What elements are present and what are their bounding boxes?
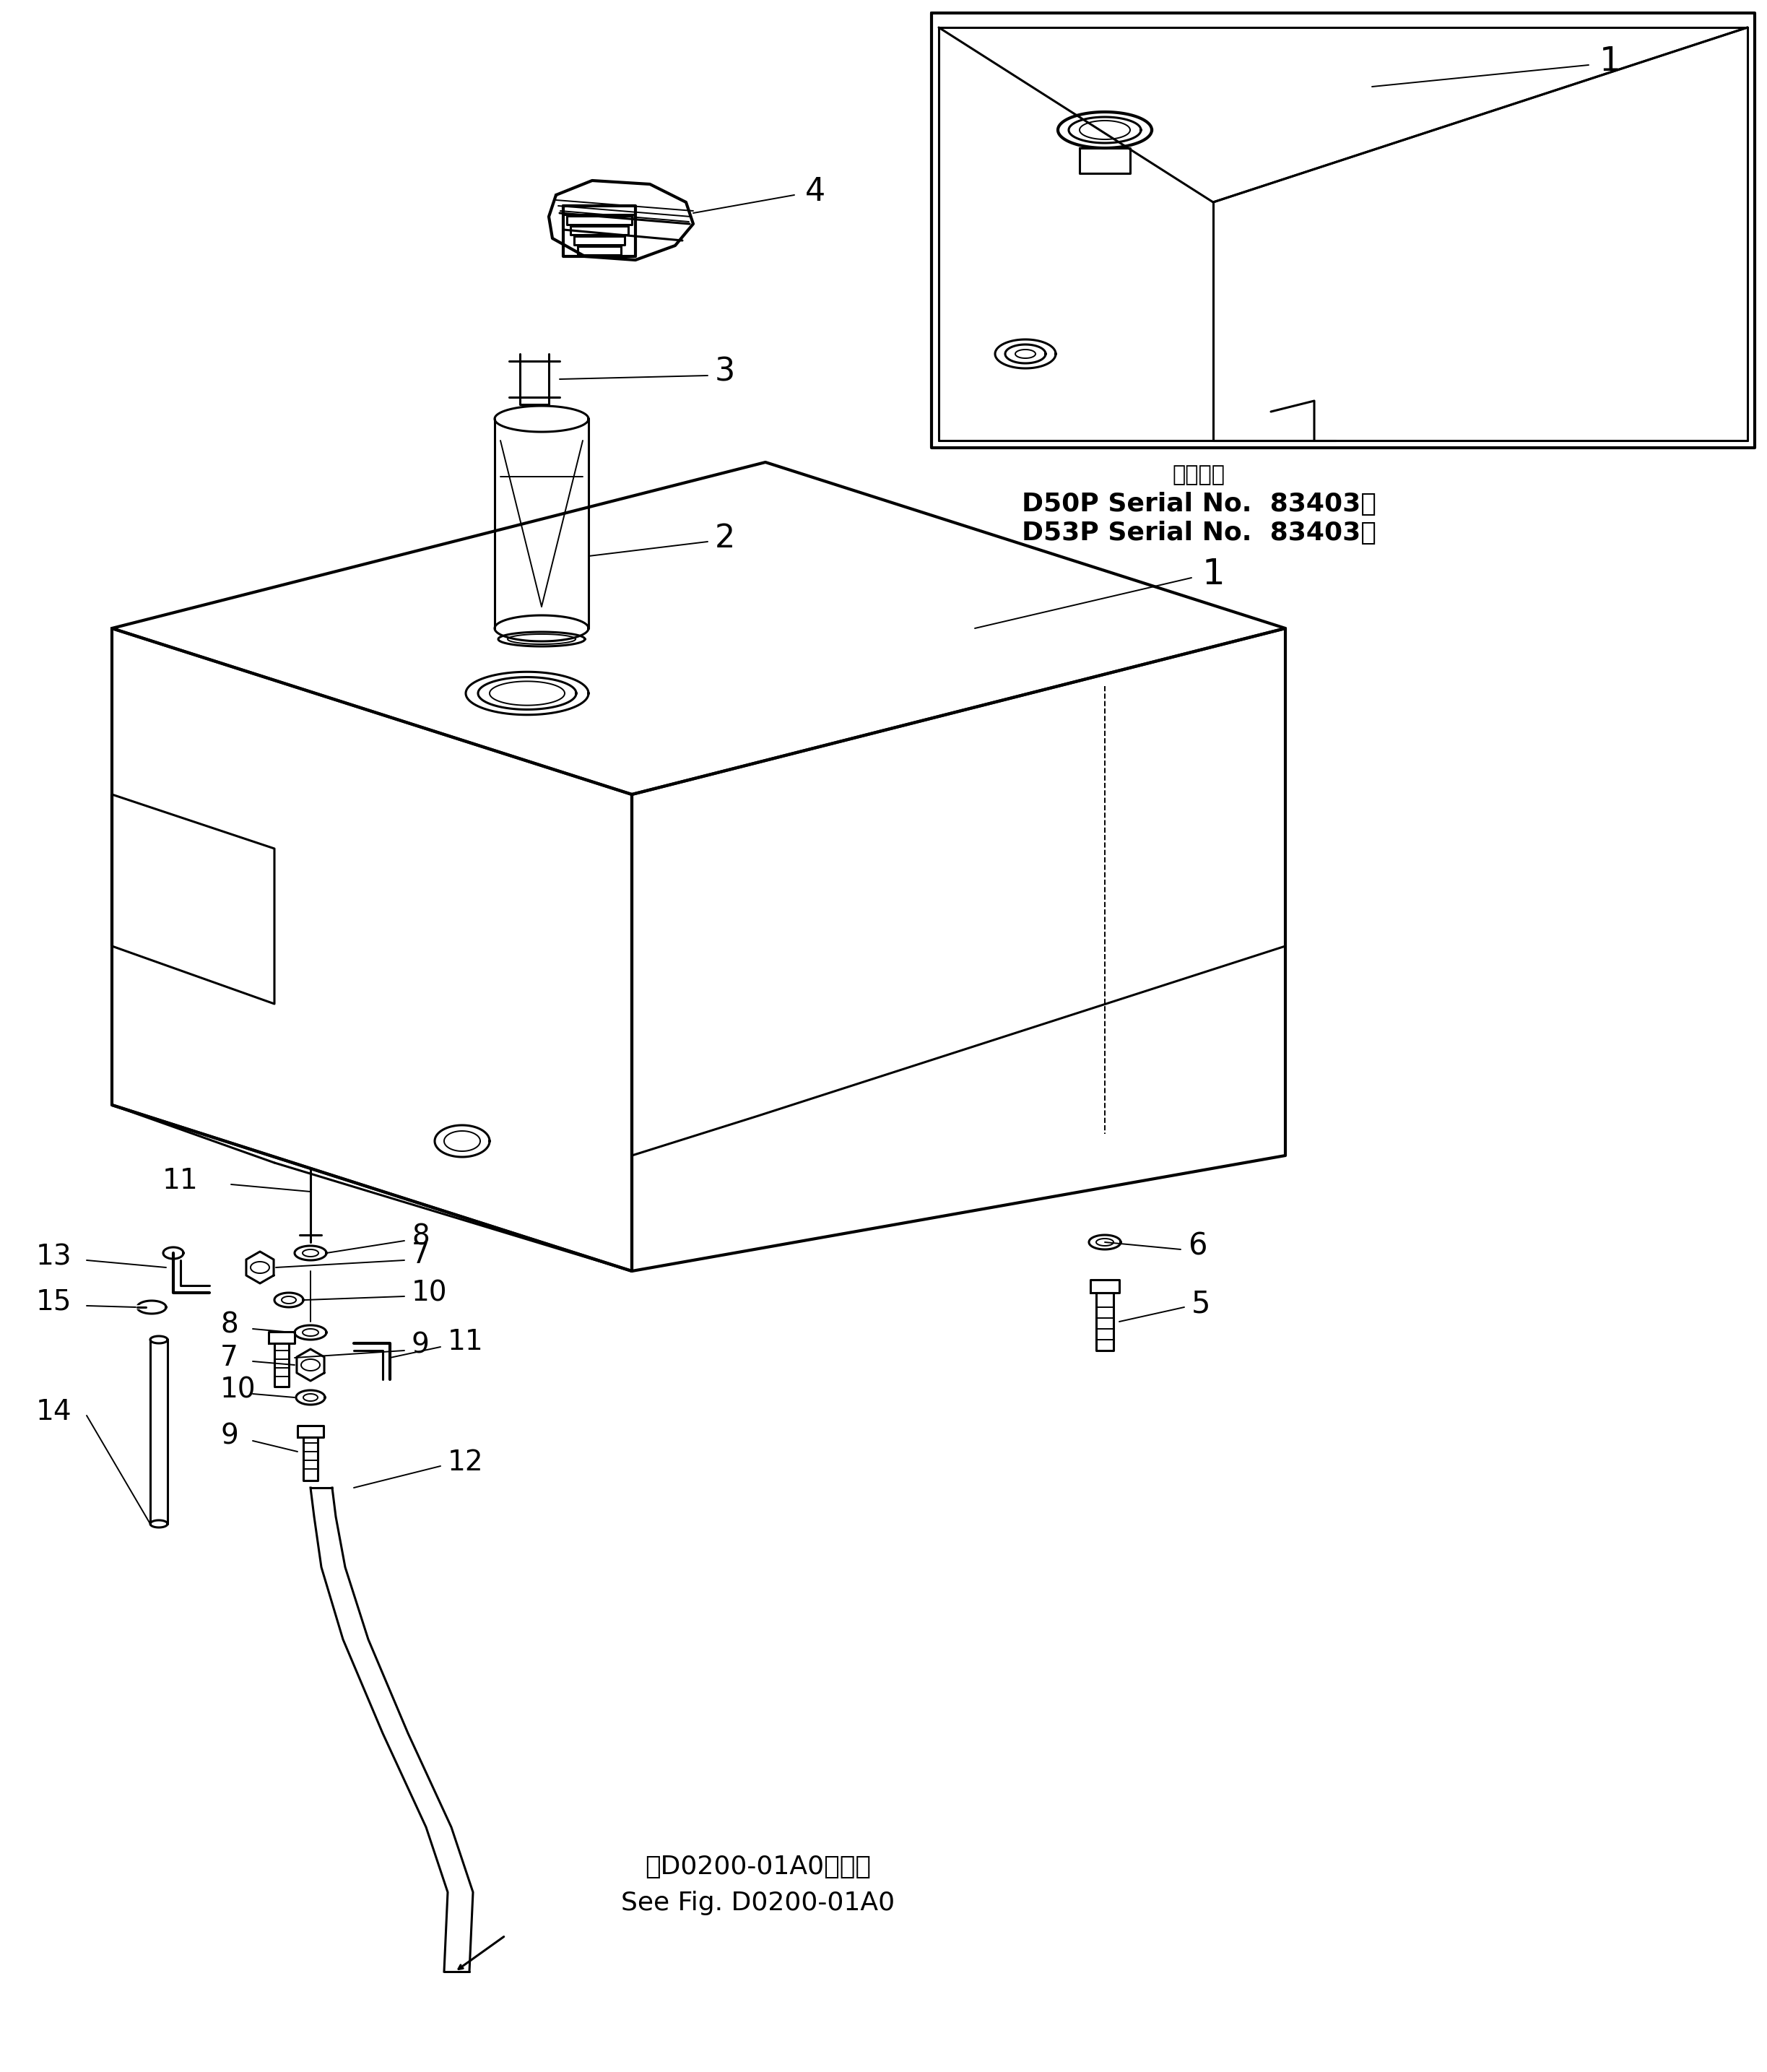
Text: 4: 4 — [806, 176, 825, 207]
Text: 8: 8 — [412, 1222, 429, 1251]
Text: 11: 11 — [447, 1328, 484, 1355]
Text: 8: 8 — [221, 1312, 239, 1339]
Text: 9: 9 — [412, 1332, 429, 1359]
Text: D50P Serial No.  83403～: D50P Serial No. 83403～ — [1021, 491, 1376, 516]
Text: 10: 10 — [221, 1376, 256, 1405]
Text: 5: 5 — [1191, 1289, 1210, 1318]
Text: 3: 3 — [716, 356, 735, 387]
Text: 11: 11 — [163, 1167, 198, 1196]
Text: 1: 1 — [1599, 46, 1622, 77]
Text: 13: 13 — [35, 1243, 72, 1270]
Text: 適用号機: 適用号機 — [1172, 464, 1225, 485]
Text: 10: 10 — [412, 1278, 447, 1307]
Text: 15: 15 — [35, 1289, 72, 1316]
Text: 12: 12 — [447, 1448, 484, 1475]
Text: 1: 1 — [1202, 557, 1225, 591]
Text: See Fig. D0200-01A0: See Fig. D0200-01A0 — [622, 1892, 896, 1915]
Text: D53P Serial No.  83403～: D53P Serial No. 83403～ — [1021, 520, 1376, 545]
Text: 第D0200-01A0図参照: 第D0200-01A0図参照 — [645, 1854, 871, 1879]
Text: 9: 9 — [221, 1421, 239, 1450]
Text: 14: 14 — [35, 1399, 72, 1426]
Text: 7: 7 — [412, 1241, 429, 1268]
Text: 2: 2 — [716, 522, 735, 553]
Text: 7: 7 — [221, 1345, 239, 1372]
Text: 6: 6 — [1187, 1231, 1207, 1262]
